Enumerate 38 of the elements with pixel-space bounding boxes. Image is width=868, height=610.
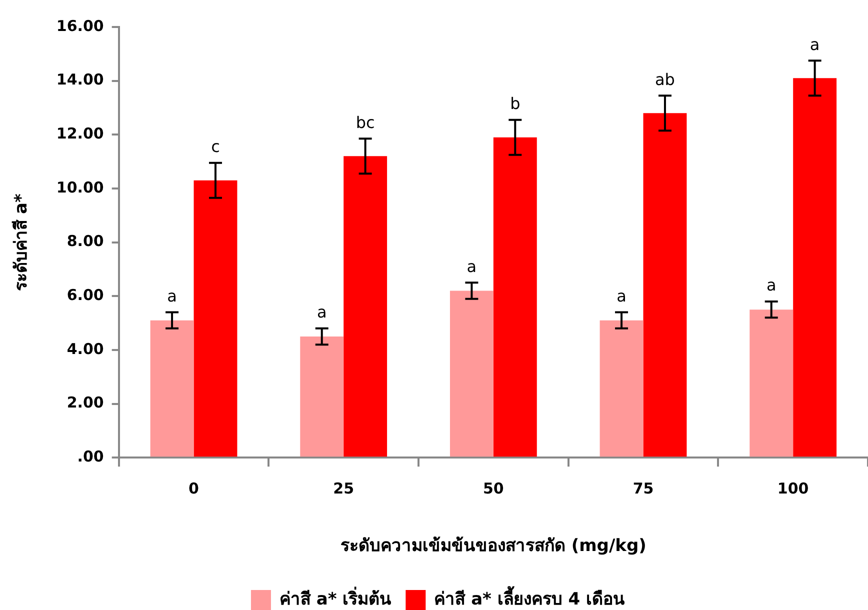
legend-label: ค่าสี a* เริ่มต้น xyxy=(279,586,392,610)
y-axis-title: ระดับค่าสี a* xyxy=(10,194,32,291)
y-tick-label: 14.00 xyxy=(56,70,104,89)
y-tick-label: 10.00 xyxy=(56,178,104,196)
y-tick-label: 4.00 xyxy=(66,340,104,358)
bar xyxy=(450,290,494,457)
y-tick-label: 16.00 xyxy=(56,16,104,35)
y-tick-label: 2.00 xyxy=(66,394,104,412)
data-label: a xyxy=(766,276,776,295)
data-label: a xyxy=(466,256,477,276)
y-tick-label: .00 xyxy=(77,447,104,466)
bar xyxy=(793,78,837,457)
x-axis-title: ระดับความเข้มข้นของสารสกัด (mg/kg) xyxy=(340,536,646,556)
data-label: b xyxy=(510,94,520,114)
bar xyxy=(643,113,687,457)
data-label: c xyxy=(211,137,220,156)
y-tick-label: 6.00 xyxy=(66,286,104,304)
x-tick-label: 0 xyxy=(188,479,199,498)
data-label: a xyxy=(167,286,177,306)
x-tick-label: 25 xyxy=(333,479,354,498)
data-label: bc xyxy=(356,112,375,132)
bar xyxy=(600,320,644,457)
bar xyxy=(194,180,238,457)
bar xyxy=(344,156,388,457)
x-tick-label: 100 xyxy=(777,479,809,498)
bar xyxy=(150,320,194,457)
legend-label: ค่าสี a* เลี้ยงครบ 4 เดือน xyxy=(434,585,626,610)
bar xyxy=(750,310,794,457)
data-label: ab xyxy=(654,70,675,89)
bar xyxy=(300,336,344,457)
x-tick-label: 50 xyxy=(482,479,504,498)
y-tick-label: 8.00 xyxy=(66,232,104,250)
y-tick-label: 12.00 xyxy=(56,124,104,143)
data-label: a xyxy=(316,302,327,322)
data-label: a xyxy=(616,286,626,306)
x-tick-label: 75 xyxy=(632,479,654,498)
data-label: a xyxy=(810,34,820,54)
bar xyxy=(493,137,537,457)
